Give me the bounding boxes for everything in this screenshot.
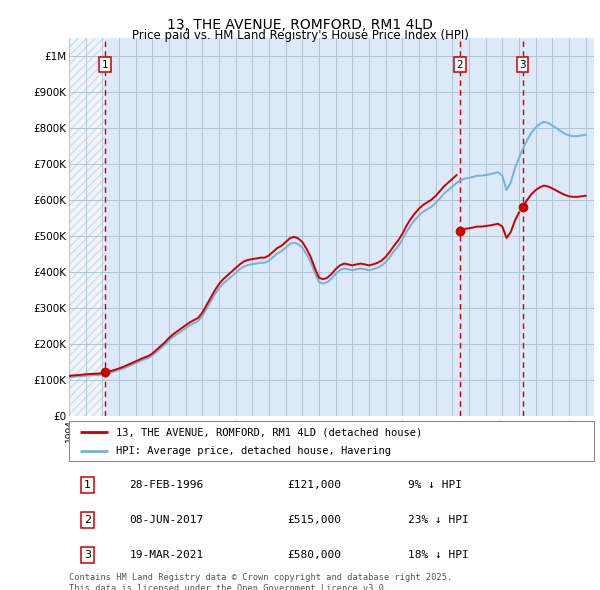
- Text: 13, THE AVENUE, ROMFORD, RM1 4LD: 13, THE AVENUE, ROMFORD, RM1 4LD: [167, 18, 433, 32]
- Text: 3: 3: [84, 550, 91, 560]
- Text: 08-JUN-2017: 08-JUN-2017: [130, 515, 203, 525]
- Text: 18% ↓ HPI: 18% ↓ HPI: [407, 550, 469, 560]
- Text: Price paid vs. HM Land Registry's House Price Index (HPI): Price paid vs. HM Land Registry's House …: [131, 30, 469, 42]
- Text: Contains HM Land Registry data © Crown copyright and database right 2025.
This d: Contains HM Land Registry data © Crown c…: [69, 573, 452, 590]
- Text: 9% ↓ HPI: 9% ↓ HPI: [407, 480, 461, 490]
- Bar: [69, 38, 105, 416]
- Text: 2: 2: [457, 60, 463, 70]
- Text: 1: 1: [101, 60, 109, 70]
- Text: 19-MAR-2021: 19-MAR-2021: [130, 550, 203, 560]
- Text: 23% ↓ HPI: 23% ↓ HPI: [407, 515, 469, 525]
- Text: 13, THE AVENUE, ROMFORD, RM1 4LD (detached house): 13, THE AVENUE, ROMFORD, RM1 4LD (detach…: [116, 428, 422, 438]
- Text: 28-FEB-1996: 28-FEB-1996: [130, 480, 203, 490]
- Text: 3: 3: [519, 60, 526, 70]
- Text: 2: 2: [84, 515, 91, 525]
- Text: £121,000: £121,000: [287, 480, 341, 490]
- Text: £580,000: £580,000: [287, 550, 341, 560]
- Text: 1: 1: [84, 480, 91, 490]
- Text: £515,000: £515,000: [287, 515, 341, 525]
- Text: HPI: Average price, detached house, Havering: HPI: Average price, detached house, Have…: [116, 447, 391, 456]
